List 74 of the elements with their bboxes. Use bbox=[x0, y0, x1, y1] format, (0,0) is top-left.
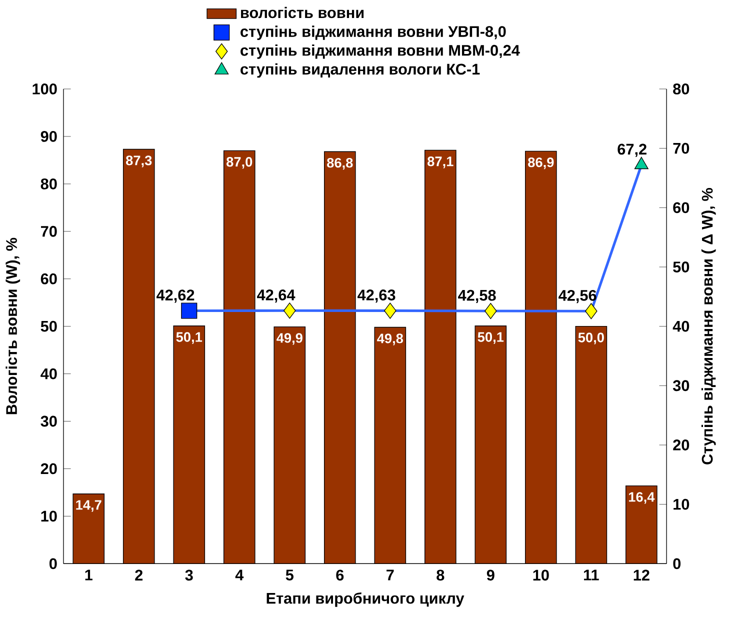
legend-label: ступінь віджимання вовни МВМ-0,24 bbox=[240, 44, 520, 59]
y-tick-label: 80 bbox=[40, 178, 57, 190]
y2-tick-label: 10 bbox=[674, 498, 690, 510]
data-label: 87,3 bbox=[126, 156, 152, 168]
y2-tick-label: 60 bbox=[673, 202, 690, 214]
legend-label: ступінь видалення вологи КС-1 bbox=[240, 63, 480, 78]
data-label: 42,58 bbox=[458, 290, 496, 304]
data-label: 87,1 bbox=[428, 156, 454, 168]
data-label: 50,1 bbox=[478, 332, 504, 344]
y-tick-label: 0 bbox=[50, 558, 57, 570]
point bbox=[284, 302, 296, 319]
y2-tick-label: 80 bbox=[673, 84, 690, 95]
bar bbox=[626, 486, 658, 564]
x-tick-label: 3 bbox=[185, 570, 193, 581]
data-label: 87,0 bbox=[226, 157, 252, 169]
y-tick-label: 90 bbox=[40, 131, 57, 142]
legend-label: ступінь віджимання вовни УВП-8,0 bbox=[240, 26, 506, 40]
data-label: 16,4 bbox=[628, 492, 655, 504]
x-tick-label: 6 bbox=[336, 570, 344, 581]
data-label: 42,62 bbox=[156, 290, 194, 303]
y2-tick-label: 40 bbox=[672, 320, 690, 332]
x-tick-label: 1 bbox=[85, 570, 92, 580]
point bbox=[585, 303, 598, 320]
bar bbox=[123, 149, 154, 564]
x-tick-label: 12 bbox=[634, 570, 650, 581]
bar bbox=[73, 494, 104, 564]
bar bbox=[424, 150, 456, 564]
bar bbox=[374, 327, 406, 564]
y2-tick-label: 30 bbox=[672, 380, 690, 392]
y-tick-label: 100 bbox=[32, 84, 57, 95]
legend-label: вологість вовни bbox=[241, 6, 364, 18]
data-label: 50,1 bbox=[176, 332, 202, 344]
data-label: 42,64 bbox=[257, 290, 296, 303]
bar bbox=[525, 151, 556, 564]
bar bbox=[274, 326, 306, 564]
data-label: 42,63 bbox=[358, 290, 396, 303]
data-label: 49,8 bbox=[377, 334, 404, 346]
x-tick-label: 9 bbox=[486, 570, 494, 581]
bar bbox=[174, 326, 205, 564]
y2-tick-label: 20 bbox=[673, 440, 690, 451]
x-tick-label: 11 bbox=[584, 570, 599, 580]
y-tick-label: 70 bbox=[41, 226, 57, 237]
bar bbox=[324, 152, 356, 564]
y-tick-label: 50 bbox=[40, 320, 57, 332]
y-tick-label: 30 bbox=[40, 416, 57, 427]
data-label: 49,9 bbox=[276, 333, 302, 345]
y2-axis-title: Ступінь віджимання вовни ( Δ W), % bbox=[701, 188, 716, 464]
point bbox=[484, 303, 497, 320]
y-axis-title: Вологість вовни (W), % bbox=[6, 238, 20, 414]
y2-tick-label: 0 bbox=[673, 558, 681, 570]
y2-tick-label: 50 bbox=[673, 262, 690, 273]
data-label: 86,9 bbox=[528, 158, 554, 170]
point bbox=[181, 302, 198, 319]
data-label: 86,8 bbox=[327, 158, 353, 170]
x-tick-label: 4 bbox=[235, 570, 244, 580]
data-label: 67,2 bbox=[618, 144, 646, 157]
bar bbox=[224, 150, 255, 564]
y2-tick-label: 70 bbox=[673, 142, 690, 154]
x-tick-label: 2 bbox=[135, 570, 143, 581]
y-tick-label: 40 bbox=[40, 368, 57, 380]
bar bbox=[576, 326, 607, 564]
x-tick-label: 7 bbox=[386, 570, 394, 580]
point bbox=[634, 156, 648, 170]
point bbox=[384, 302, 396, 319]
x-tick-label: 8 bbox=[436, 570, 444, 581]
bar bbox=[475, 326, 506, 564]
x-tick-label: 5 bbox=[286, 570, 294, 581]
data-label: 14,7 bbox=[76, 500, 102, 512]
y-tick-label: 60 bbox=[40, 273, 57, 284]
y-tick-label: 10 bbox=[41, 510, 57, 522]
x-tick-label: 10 bbox=[533, 570, 549, 581]
x-axis-title: Етапи виробничого циклу bbox=[266, 592, 464, 607]
data-label: 50,0 bbox=[578, 332, 604, 344]
y-tick-label: 20 bbox=[40, 463, 57, 474]
